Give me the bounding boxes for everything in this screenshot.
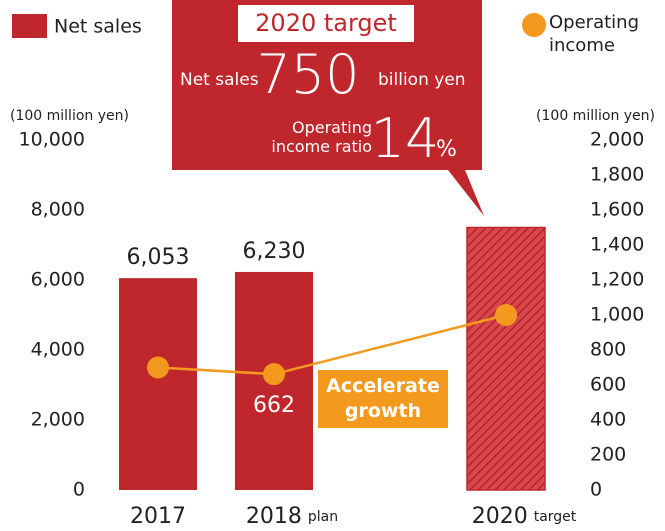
category-note: plan xyxy=(308,509,338,525)
bar xyxy=(119,278,197,490)
legend-swatch xyxy=(12,14,47,38)
y2-tick-label: 2,000 xyxy=(590,129,644,151)
annotation: Accelerate growth xyxy=(326,375,440,422)
callout-text-box: Operating income ratio xyxy=(271,118,372,156)
y2-tick-label: 400 xyxy=(590,409,626,431)
y2-tick-label: 0 xyxy=(590,479,602,501)
line-point xyxy=(263,363,285,386)
category: 2018 xyxy=(246,504,302,529)
y-tick-label: 6,000 xyxy=(31,269,85,291)
y2-tick-label: 200 xyxy=(590,444,626,466)
callout-text: % xyxy=(436,137,457,162)
y-tick-label: 0 xyxy=(73,479,85,501)
y2-tick-label: 1,800 xyxy=(590,164,644,186)
y2-tick-label: 800 xyxy=(590,339,626,361)
bar-value-label: 6,053 xyxy=(127,245,190,270)
category: 2017 xyxy=(130,504,186,529)
legend-label-box: Operating income xyxy=(549,12,639,56)
y-tick-label: 8,000 xyxy=(31,199,85,221)
y2-tick-label: 1,400 xyxy=(590,234,644,256)
y-tick-label: 2,000 xyxy=(31,409,85,431)
annotation-box xyxy=(318,370,448,428)
y2-tick-label: 1,600 xyxy=(590,199,644,221)
legend-label: Operating income xyxy=(549,12,639,56)
legend-swatch xyxy=(522,13,546,37)
y2-tick-label: 1,000 xyxy=(590,304,644,326)
x-tick-label: 2020 target xyxy=(472,504,577,529)
line-value-label: 662 xyxy=(253,393,295,418)
y-tick-label: 10,000 xyxy=(19,129,85,151)
callout-text: Net sales xyxy=(180,70,259,90)
line-point xyxy=(147,356,169,379)
callout-title: 2020 target xyxy=(255,9,397,37)
callout-box xyxy=(172,0,484,216)
category: 2020 xyxy=(472,504,528,529)
callout-value: 14 xyxy=(371,107,440,170)
callout-text: Operating income ratio xyxy=(271,118,372,156)
callout-text: billion yen xyxy=(378,70,466,90)
y2-tick-label: 1,200 xyxy=(590,269,644,291)
callout-value: 750 xyxy=(256,43,359,106)
y2-axis-label: (100 million yen) xyxy=(536,108,655,124)
callout-title-box xyxy=(238,5,414,42)
bar xyxy=(466,226,546,491)
x-tick-label: 2017 xyxy=(130,504,186,529)
y2-tick-label: 600 xyxy=(590,374,626,396)
bar-value-label: 6,230 xyxy=(243,239,306,264)
line-point xyxy=(495,304,517,326)
y-tick-label: 4,000 xyxy=(31,339,85,361)
category-note: target xyxy=(534,509,577,525)
y-axis-label: (100 million yen) xyxy=(10,108,129,124)
legend-label: Net sales xyxy=(54,16,142,38)
annotation-text-box: Accelerate growth xyxy=(326,375,440,422)
line xyxy=(157,313,507,376)
x-tick-label: 2018 plan xyxy=(246,504,338,529)
